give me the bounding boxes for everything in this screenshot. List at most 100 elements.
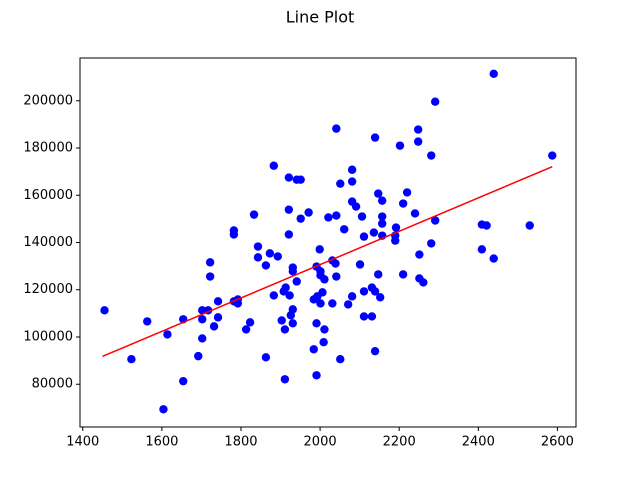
x-tick-label: 1800: [224, 435, 257, 450]
y-tick-label: 120000: [23, 282, 73, 297]
scatter-point: [319, 337, 328, 347]
scatter-point: [296, 214, 305, 223]
x-tick-label: 1400: [66, 435, 99, 450]
scatter-point: [213, 313, 223, 322]
scatter-point: [163, 330, 172, 339]
x-tick-label: 1600: [145, 435, 178, 450]
scatter-point: [288, 319, 297, 328]
scatter-point: [213, 297, 223, 306]
scatter-point: [277, 316, 286, 325]
scatter-point: [284, 230, 294, 239]
scatter-point: [377, 196, 387, 205]
scatter-point: [340, 225, 349, 234]
scatter-point: [489, 254, 498, 263]
y-tick-label: 200000: [23, 93, 73, 108]
scatter-point: [288, 305, 297, 314]
scatter-point: [477, 245, 487, 254]
scatter-point: [347, 292, 357, 301]
scatter-point: [315, 245, 324, 254]
scatter-point: [332, 272, 341, 281]
scatter-point: [415, 250, 424, 259]
scatter-point: [410, 209, 420, 218]
scatter-point: [370, 133, 380, 142]
y-tick-label: 140000: [23, 235, 73, 250]
scatter-point: [284, 173, 294, 182]
scatter-point: [318, 288, 327, 297]
scatter-point: [241, 325, 251, 334]
y-tick-label: 180000: [23, 141, 73, 156]
scatter-point: [320, 275, 329, 284]
scatter-point: [209, 322, 219, 331]
scatter-point: [269, 161, 279, 170]
scatter-point: [359, 312, 369, 321]
y-tick-label: 80000: [32, 377, 73, 392]
scatter-point: [370, 346, 380, 356]
scatter-point: [374, 270, 383, 279]
scatter-point: [395, 141, 405, 150]
scatter-point: [281, 283, 290, 292]
scatter-point: [296, 175, 305, 184]
scatter-point: [312, 319, 321, 328]
scatter-point: [369, 228, 379, 237]
scatter-point: [377, 219, 387, 228]
scatter-point: [205, 272, 215, 281]
scatter-point: [179, 376, 188, 386]
scatter-point: [205, 258, 215, 267]
scatter-point: [328, 299, 337, 308]
scatter-point: [398, 199, 408, 208]
scatter-point: [525, 221, 534, 230]
scatter-point: [292, 277, 301, 286]
scatter-point: [253, 242, 263, 251]
fit-line: [102, 165, 553, 358]
scatter-point: [402, 188, 412, 197]
scatter-point: [280, 375, 290, 384]
scatter-point: [398, 270, 408, 279]
scatter-point: [324, 213, 333, 222]
scatter-point: [198, 315, 207, 324]
scatter-point: [413, 137, 423, 146]
scatter-point: [489, 69, 498, 79]
scatter-point: [347, 177, 357, 186]
scatter-point: [273, 252, 282, 261]
scatter-point: [355, 260, 365, 269]
scatter-point: [347, 165, 357, 174]
x-tick-label: 2200: [383, 435, 416, 450]
scatter-point: [304, 208, 313, 217]
scatter-point: [280, 325, 290, 334]
chart-title: Line Plot: [286, 8, 355, 27]
scatter-point: [198, 306, 207, 315]
scatter-point: [309, 345, 318, 354]
y-tick-label: 160000: [23, 188, 73, 203]
x-tick-label: 2400: [462, 435, 495, 450]
scatter-point: [194, 351, 203, 361]
scatter-point: [265, 249, 275, 258]
scatter-point: [332, 124, 341, 133]
scatter-point: [430, 216, 440, 225]
scatter-point: [419, 278, 428, 287]
scatter-point: [285, 291, 294, 300]
scatter-point: [316, 299, 325, 308]
scatter-point: [391, 223, 401, 232]
scatter-point: [261, 261, 271, 270]
scatter-point: [261, 353, 271, 362]
scatter-point: [377, 212, 387, 221]
scatter-point: [331, 259, 340, 268]
scatter-point: [374, 189, 383, 198]
scatter-point: [159, 405, 168, 414]
scatter-point: [359, 287, 369, 296]
scatter-point: [351, 202, 361, 211]
scatter-point: [332, 211, 341, 220]
scatter-point: [100, 306, 109, 315]
scatter-point: [269, 291, 279, 300]
scatter-point: [430, 97, 440, 106]
plot-frame: [79, 57, 577, 428]
scatter-point: [336, 179, 345, 188]
scatter-point: [320, 325, 329, 334]
scatter-point: [359, 232, 369, 241]
scatter-point: [413, 125, 423, 134]
scatter-point: [482, 221, 491, 230]
scatter-point: [284, 205, 294, 214]
scatter-point: [229, 230, 239, 239]
